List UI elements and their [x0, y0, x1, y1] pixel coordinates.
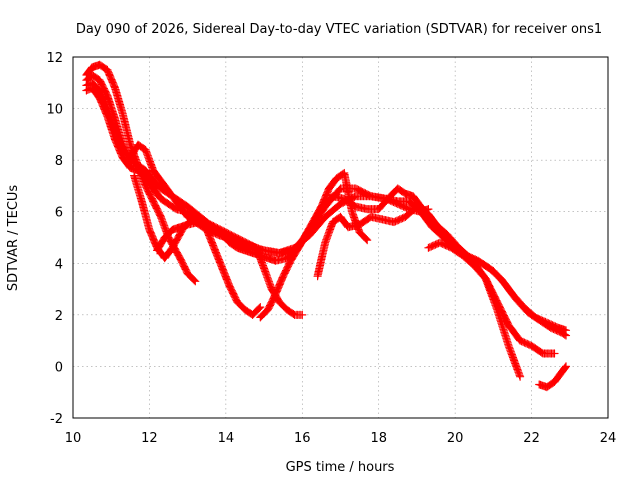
x-tick-label: 20: [447, 431, 464, 446]
y-tick-label: 6: [55, 206, 63, 221]
y-axis-label: SDTVAR / TECUs: [6, 185, 21, 292]
y-tick-label: 12: [46, 51, 63, 66]
y-tick-labels: -2 0 2 4 6 8 10 12: [46, 51, 63, 427]
x-tick-label: 22: [523, 431, 540, 446]
x-axis-label: GPS time / hours: [286, 460, 395, 475]
series-track-9: [424, 238, 559, 358]
plot-frame: [72, 56, 609, 419]
series-track-7: [256, 168, 372, 322]
x-tick-label: 18: [370, 431, 387, 446]
series-track-10: [535, 362, 571, 392]
x-tick-label: 10: [65, 431, 82, 446]
data-series: [82, 60, 571, 392]
chart-title: Day 090 of 2026, Sidereal Day-to-day VTE…: [76, 22, 602, 37]
x-tick-label: 16: [294, 431, 311, 446]
x-tick-label: 14: [218, 431, 235, 446]
series-track-2: [82, 70, 433, 258]
series-track-6: [153, 217, 307, 319]
y-tick-label: 10: [46, 103, 63, 118]
y-tick-label: 8: [55, 154, 63, 169]
y-tick-label: 2: [55, 309, 63, 324]
y-tick-label: 4: [55, 257, 63, 272]
x-tick-label: 24: [600, 431, 617, 446]
x-tick-labels: 10 12 14 16 18 20 22 24: [65, 431, 617, 446]
x-tick-label: 12: [141, 431, 158, 446]
y-tick-label: 0: [55, 360, 63, 375]
y-tick-label: -2: [50, 412, 63, 427]
